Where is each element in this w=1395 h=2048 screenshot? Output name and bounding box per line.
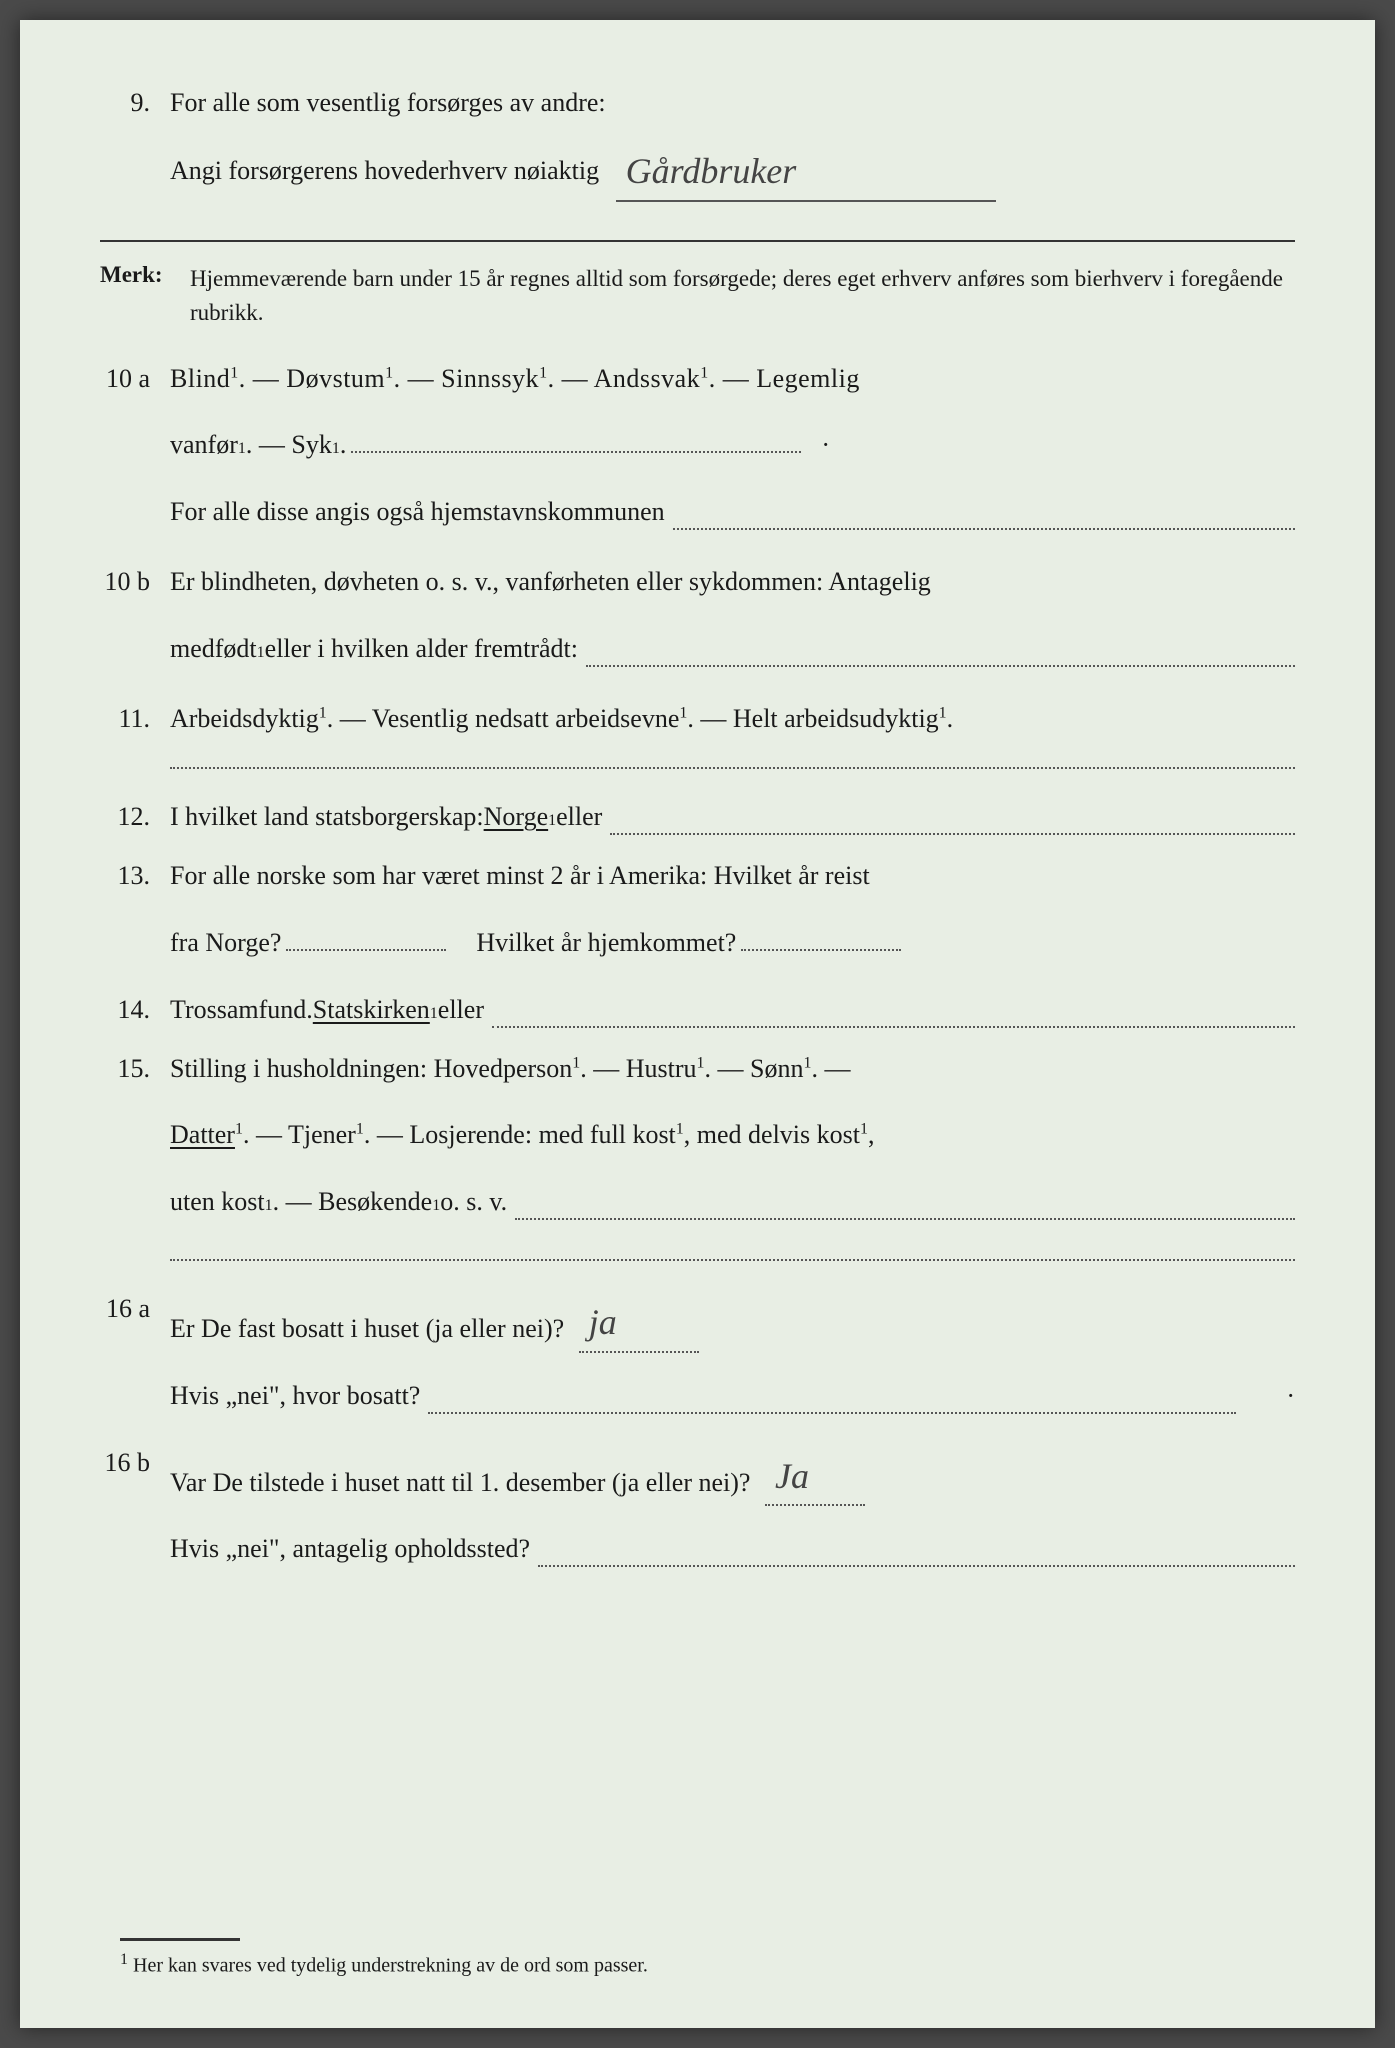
q15-number: 15. bbox=[100, 1046, 170, 1234]
q16a-blank bbox=[428, 1394, 1236, 1414]
q13-line2-wrap: fra Norge? Hvilket år hjemkommet? bbox=[170, 920, 1295, 967]
q16a-line1-wrap: Er De fast bosatt i huset (ja eller nei)… bbox=[170, 1286, 1295, 1353]
footnote-rule bbox=[120, 1938, 240, 1941]
q16b-number: 16 b bbox=[100, 1440, 170, 1582]
q9-handwritten: Gårdbruker bbox=[616, 151, 807, 191]
question-15: 15. Stilling i husholdningen: Hovedperso… bbox=[100, 1046, 1295, 1234]
q16a-number: 16 a bbox=[100, 1286, 170, 1428]
question-13: 13. For alle norske som har været minst … bbox=[100, 853, 1295, 975]
q10a-line3: For alle disse angis også hjemstavnskomm… bbox=[170, 489, 665, 536]
q13-content: For alle norske som har været minst 2 år… bbox=[170, 853, 1295, 975]
q10a-blank2 bbox=[673, 510, 1295, 530]
footnote-text: 1 Her kan svares ved tydelig understrekn… bbox=[120, 1951, 648, 1978]
merk-text: Hjemmeværende barn under 15 år regnes al… bbox=[190, 262, 1295, 331]
q10a-line2: vanfør1. — Syk1. · bbox=[170, 422, 1295, 469]
q9-line2: Angi forsørgerens hovederhverv nøiaktig bbox=[170, 156, 599, 185]
question-10b: 10 b Er blindheten, døvheten o. s. v., v… bbox=[100, 559, 1295, 681]
q9-line1: For alle som vesentlig forsørges av andr… bbox=[170, 80, 1295, 127]
q13-blank2 bbox=[741, 949, 901, 951]
q16a-content: Er De fast bosatt i huset (ja eller nei)… bbox=[170, 1286, 1295, 1428]
merk-note: Merk: Hjemmeværende barn under 15 år reg… bbox=[100, 262, 1295, 331]
q11-content: Arbeidsdyktig1. — Vesentlig nedsatt arbe… bbox=[170, 696, 1295, 743]
q15-line1: Stilling i husholdningen: Hovedperson1. … bbox=[170, 1046, 1295, 1093]
q10b-blank bbox=[586, 647, 1295, 667]
q14-blank bbox=[492, 1008, 1295, 1028]
question-9: 9. For alle som vesentlig forsørges av a… bbox=[100, 80, 1295, 210]
q16b-blank bbox=[538, 1547, 1295, 1567]
q10a-line3-wrap: For alle disse angis også hjemstavnskomm… bbox=[170, 489, 1295, 536]
q12-norge: Norge bbox=[484, 794, 549, 841]
q12-blank bbox=[610, 815, 1295, 835]
merk-label: Merk: bbox=[100, 262, 190, 331]
q13-number: 13. bbox=[100, 853, 170, 975]
q15-blank bbox=[515, 1200, 1295, 1220]
divider-3 bbox=[170, 1259, 1295, 1261]
q16a-handwritten: ja bbox=[579, 1302, 627, 1342]
question-12: 12. I hvilket land statsborgerskap: Norg… bbox=[100, 794, 1295, 841]
divider-2 bbox=[170, 767, 1295, 769]
q13-blank1 bbox=[286, 949, 446, 951]
q12-content: I hvilket land statsborgerskap: Norge1 e… bbox=[170, 794, 1295, 841]
q10b-line2-wrap: medfødt1 eller i hvilken alder fremtrådt… bbox=[170, 626, 1295, 673]
q16b-line1-wrap: Var De tilstede i huset natt til 1. dese… bbox=[170, 1440, 1295, 1507]
q10b-content: Er blindheten, døvheten o. s. v., vanfør… bbox=[170, 559, 1295, 681]
q10a-line1: Blind1. — Døvstum1. — Sinnssyk1. — Andss… bbox=[170, 356, 1295, 403]
q9-answer-field: Gårdbruker bbox=[616, 135, 996, 202]
divider-1 bbox=[100, 240, 1295, 242]
q15-datter: Datter bbox=[170, 1120, 235, 1149]
footnote-section: 1 Her kan svares ved tydelig understrekn… bbox=[120, 1938, 648, 1978]
q15-line2: Datter1. — Tjener1. — Losjerende: med fu… bbox=[170, 1112, 1295, 1159]
q10a-content: Blind1. — Døvstum1. — Sinnssyk1. — Andss… bbox=[170, 356, 1295, 544]
q14-number: 14. bbox=[100, 987, 170, 1034]
q13-line1: For alle norske som har været minst 2 år… bbox=[170, 853, 1295, 900]
q9-content: For alle som vesentlig forsørges av andr… bbox=[170, 80, 1295, 210]
q16b-answer-field: Ja bbox=[765, 1440, 865, 1507]
q12-number: 12. bbox=[100, 794, 170, 841]
q16b-handwritten: Ja bbox=[765, 1456, 819, 1496]
q10a-blank bbox=[351, 451, 801, 453]
q16b-line2-wrap: Hvis „nei", antagelig opholdssted? bbox=[170, 1526, 1295, 1573]
question-16b: 16 b Var De tilstede i huset natt til 1.… bbox=[100, 1440, 1295, 1582]
question-16a: 16 a Er De fast bosatt i huset (ja eller… bbox=[100, 1286, 1295, 1428]
q14-statskirken: Statskirken bbox=[313, 987, 430, 1034]
q10b-line1: Er blindheten, døvheten o. s. v., vanfør… bbox=[170, 559, 1295, 606]
q10b-number: 10 b bbox=[100, 559, 170, 681]
q16b-content: Var De tilstede i huset natt til 1. dese… bbox=[170, 1440, 1295, 1582]
q9-line2-wrap: Angi forsørgerens hovederhverv nøiaktig … bbox=[170, 135, 1295, 202]
q10a-number: 10 a bbox=[100, 356, 170, 544]
q9-number: 9. bbox=[100, 80, 170, 210]
q11-number: 11. bbox=[100, 696, 170, 743]
q16a-answer-field: ja bbox=[579, 1286, 699, 1353]
question-14: 14. Trossamfund. Statskirken1 eller bbox=[100, 987, 1295, 1034]
q15-content: Stilling i husholdningen: Hovedperson1. … bbox=[170, 1046, 1295, 1234]
q14-content: Trossamfund. Statskirken1 eller bbox=[170, 987, 1295, 1034]
document-page: 9. For alle som vesentlig forsørges av a… bbox=[20, 20, 1375, 2028]
question-11: 11. Arbeidsdyktig1. — Vesentlig nedsatt … bbox=[100, 696, 1295, 743]
q15-line3: uten kost1. — Besøkende1 o. s. v. bbox=[170, 1179, 1295, 1226]
q16a-line2-wrap: Hvis „nei", hvor bosatt? · bbox=[170, 1373, 1295, 1420]
question-10a: 10 a Blind1. — Døvstum1. — Sinnssyk1. — … bbox=[100, 356, 1295, 544]
